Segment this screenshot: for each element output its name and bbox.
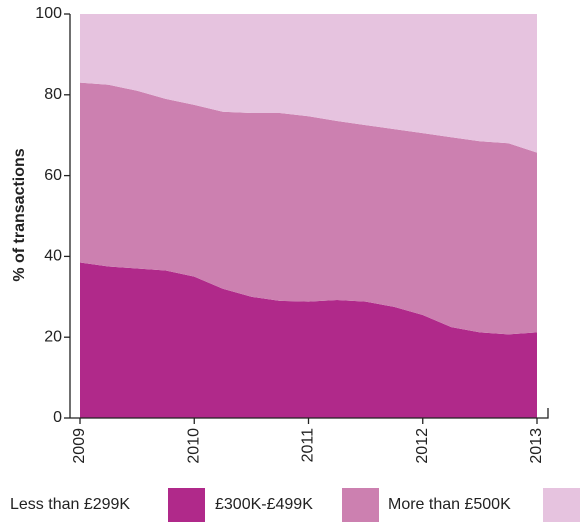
x-tick-label: 2010	[185, 428, 202, 464]
legend-swatch	[543, 488, 580, 522]
x-tick-label: 2013	[528, 428, 545, 464]
legend-label: More than £500K	[388, 496, 511, 513]
x-tick-label: 2009	[71, 428, 88, 464]
y-axis-label: % of transactions	[11, 148, 28, 281]
y-tick-label: 60	[44, 167, 62, 184]
y-tick-label: 80	[44, 86, 62, 103]
legend-swatch	[168, 488, 205, 522]
y-tick-label: 20	[44, 328, 62, 345]
x-axis	[70, 408, 549, 419]
y-tick-label: 0	[53, 409, 62, 426]
area	[80, 14, 537, 153]
legend-label: Less than £299K	[10, 496, 130, 513]
x-tick-label: 2011	[300, 428, 317, 463]
area	[80, 82, 537, 335]
legend-swatch	[342, 488, 379, 522]
y-tick-label: 100	[35, 5, 62, 22]
y-tick-label: 40	[44, 248, 62, 265]
x-tick-label: 2012	[414, 428, 431, 464]
area	[80, 262, 537, 418]
legend-label: £300K-£499K	[215, 496, 313, 513]
